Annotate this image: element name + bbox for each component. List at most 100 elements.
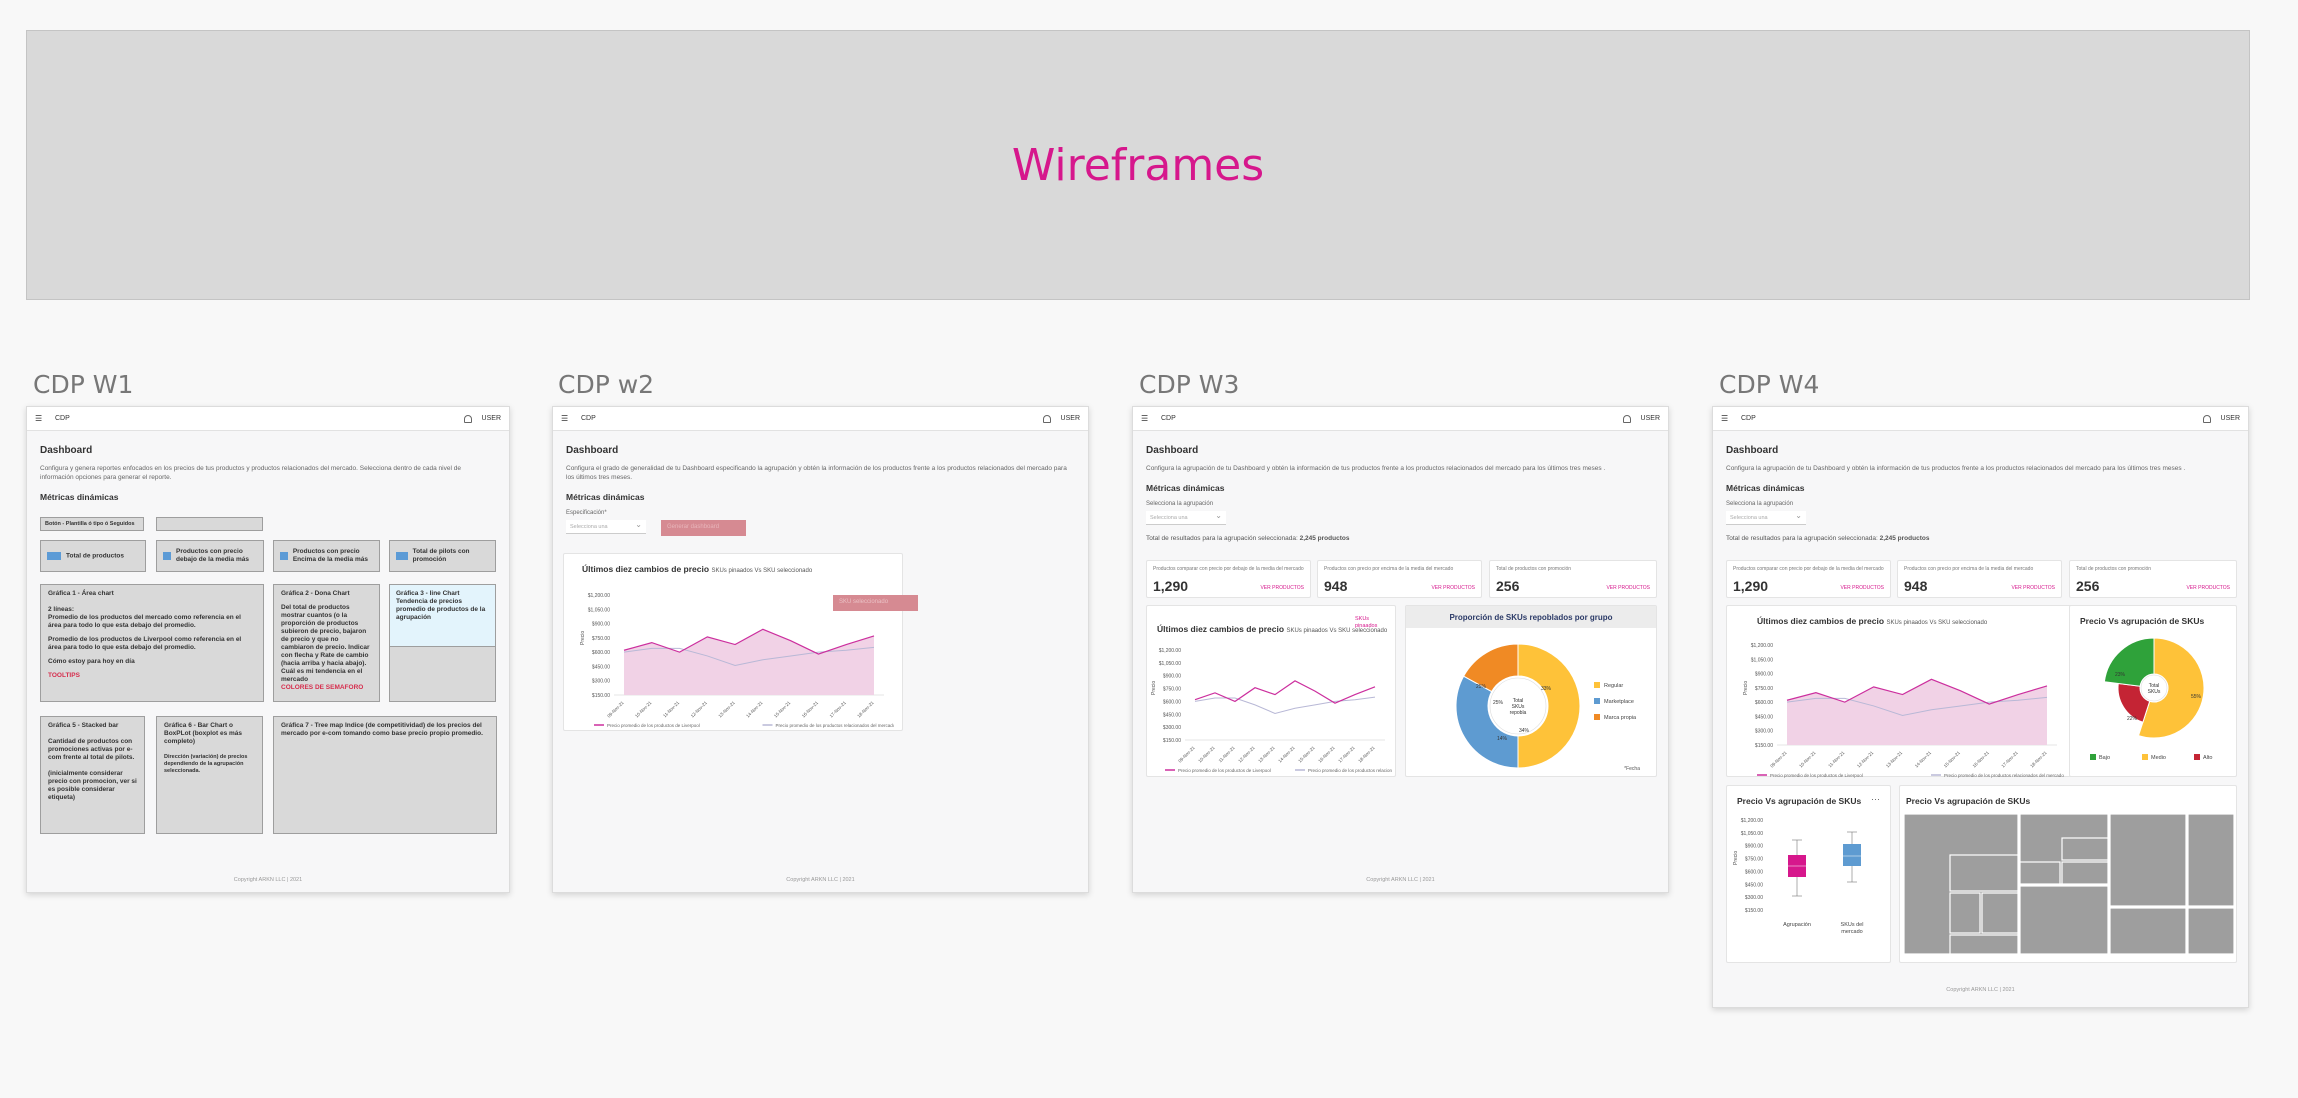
x-tick-label: 10-Nov-21 xyxy=(1197,745,1216,764)
slice-label: 33% xyxy=(1541,686,1552,692)
top-bar: ☰ CDP USER xyxy=(1713,407,2248,431)
group-label: Selecciona la agrupación xyxy=(1726,501,1794,507)
page-description: Configura el grado de generalidad de tu … xyxy=(566,465,1067,481)
legend-market: Precio promedio de los productos relacio… xyxy=(1308,768,1392,773)
top-bar: ☰ CDP USER xyxy=(1133,407,1668,431)
group-select[interactable]: Selecciona una xyxy=(1146,511,1226,525)
graph-text: 2 líneas: xyxy=(48,606,75,613)
tree-map xyxy=(1903,813,2235,955)
chart-title: Últimos diez cambios de precio SKUs pina… xyxy=(564,554,902,574)
spec-label: Especificación* xyxy=(566,510,607,516)
y-tick-label: $600.00 xyxy=(592,650,610,656)
kpi-label: Total de productos xyxy=(66,552,125,560)
frame-title-w3: CDP W3 xyxy=(1139,370,1240,399)
price-changes-card: Últimos diez cambios de precio SKUs pina… xyxy=(1146,605,1396,777)
kpi-card-promo: Total de productos con promoción 256 VER P… xyxy=(2069,560,2237,598)
chart-subtitle: SKUs pinaados Vs SKU seleccionado xyxy=(711,568,813,574)
x-tick-label: 18-Nov-21 xyxy=(1357,745,1376,764)
tag-icon xyxy=(163,552,171,560)
user-menu[interactable]: USER xyxy=(1640,415,1660,422)
frame-w1: ☰ CDP USER Dashboard Configura y genera … xyxy=(26,406,510,893)
donut-hole xyxy=(1489,677,1547,735)
x-tick-label: 17-Nov-21 xyxy=(1337,745,1356,764)
x-tick-label: 17-Nov-21 xyxy=(2000,750,2019,769)
view-products-link[interactable]: VER PRODUCTOS xyxy=(2011,585,2055,591)
legend-swatch xyxy=(2090,754,2096,760)
y-tick-label: $900.00 xyxy=(592,622,610,628)
kpi-card-promo: Total de productos con promoción 256 VER P… xyxy=(1489,560,1657,598)
user-menu[interactable]: USER xyxy=(481,415,501,422)
y-tick-label: $1,050.00 xyxy=(588,607,610,613)
treemap-cell xyxy=(2109,813,2187,907)
graph-3-box: Gráfica 3 - line Chart Tendencia de prec… xyxy=(389,584,496,702)
y-tick-label: $450.00 xyxy=(1163,712,1181,718)
y-tick-label: $150.00 xyxy=(1163,738,1181,744)
chart-title: Últimos diez cambios de precio SKUs pina… xyxy=(1147,606,1395,634)
user-menu[interactable]: USER xyxy=(1060,415,1080,422)
kpi-card-above: Productos con precio por encima de la me… xyxy=(1897,560,2062,598)
bell-icon[interactable] xyxy=(1622,414,1631,423)
market-series-line xyxy=(1194,696,1376,714)
menu-icon[interactable]: ☰ xyxy=(35,414,43,423)
graph-title: Gráfica 5 - Stacked bar xyxy=(48,722,119,729)
view-products-link[interactable]: VER PRODUCTOS xyxy=(1431,585,1475,591)
frame-w3: ☰ CDP USER Dashboard Configura la agrupa… xyxy=(1132,406,1669,893)
results-summary: Total de resultados para la agrupación s… xyxy=(1726,535,2235,542)
graph-text: Tendencia de precios promedio de product… xyxy=(396,598,486,621)
y-tick-label: $300.00 xyxy=(592,679,610,685)
legend-market: Precio promedio de los productos relacio… xyxy=(776,723,895,728)
y-tick-label: $1,050.00 xyxy=(1159,661,1181,667)
spec-select[interactable]: Selecciona una xyxy=(566,520,646,534)
donut-slice xyxy=(1462,643,1519,693)
graph-title: Gráfica 6 - Bar Chart o BoxPLot (boxplot… xyxy=(164,722,243,745)
user-menu[interactable]: USER xyxy=(2220,415,2240,422)
sku-tag[interactable]: SKUs pinaados xyxy=(1355,616,1378,629)
x-tick-label: 12-Nov-21 xyxy=(1237,745,1256,764)
donut-hole xyxy=(2140,674,2168,702)
view-products-link[interactable]: VER PRODUCTOS xyxy=(2186,585,2230,591)
menu-icon[interactable]: ☰ xyxy=(1721,414,1729,423)
x-tick-label: 11-Nov-21 xyxy=(1827,750,1846,769)
graph-text: Del total de productos mostrar cuantos (… xyxy=(281,604,370,683)
results-summary: Total de resultados para la agrupación s… xyxy=(1146,535,1655,542)
top-bar: ☰ CDP USER xyxy=(27,407,509,431)
treemap-cell xyxy=(2109,907,2187,955)
menu-icon[interactable]: ☰ xyxy=(561,414,569,423)
graph-title: Gráfica 3 - line Chart xyxy=(396,590,460,597)
y-tick-label: $450.00 xyxy=(1755,714,1773,720)
more-icon[interactable]: ··· xyxy=(1871,794,1880,804)
metrics-title: Métricas dinámicas xyxy=(40,492,119,502)
template-button[interactable]: Botón - Plantilla ó tipo ó Seguidos xyxy=(40,517,144,531)
tooltip-note: TOOLTIPS xyxy=(48,672,80,679)
proportion-card: Proporción de SKUs repoblados por grupo … xyxy=(1405,605,1657,777)
legend-label: Alto xyxy=(2203,755,2212,761)
kpi-title: Productos comparar con precio por debajo… xyxy=(1733,566,1884,572)
area-chart: $1,200.00 $1,050.00 $900.00 $750.00 $600.00 $… xyxy=(580,593,895,728)
graph-5-box: Gráfica 5 - Stacked bar Cantidad de prod… xyxy=(40,716,145,834)
bell-icon[interactable] xyxy=(463,414,472,423)
graph-text: Promedio de los productos del mercado co… xyxy=(48,614,241,629)
kpi-title: Productos con precio por encima de la me… xyxy=(1324,566,1454,572)
menu-icon[interactable]: ☰ xyxy=(1141,414,1149,423)
price-changes-card: Últimos diez cambios de precio SKUs pina… xyxy=(563,553,903,731)
treemap-cell xyxy=(2019,861,2061,885)
graph-text: Promedio de los productos de Liverpool c… xyxy=(48,636,242,651)
group-select[interactable]: Selecciona una xyxy=(1726,511,1806,525)
generate-button[interactable]: Generar dashboard xyxy=(661,520,746,536)
boxplot-card: Precio Vs agrupación de SKUs ··· $1,200.… xyxy=(1726,785,1891,963)
app-name: CDP xyxy=(1161,415,1176,422)
box-plot: $1,200.00 $1,050.00 $900.00 $750.00 $600.00 $… xyxy=(1733,818,1863,935)
sku-selected-tooltip: SKU seleccionado xyxy=(833,595,918,611)
view-products-link[interactable]: VER PRODUCTOS xyxy=(1260,585,1304,591)
view-products-link[interactable]: VER PRODUCTOS xyxy=(1840,585,1884,591)
view-products-link[interactable]: VER PRODUCTOS xyxy=(1606,585,1650,591)
graph-6-box: Gráfica 6 - Bar Chart o BoxPLot (boxplot… xyxy=(156,716,263,834)
page-title: Dashboard xyxy=(566,445,619,456)
legend-client: Precio promedio de los productos de Live… xyxy=(1770,773,1863,778)
bell-icon[interactable] xyxy=(2202,414,2211,423)
page-description: Configura la agrupación de tu Dashboard … xyxy=(1726,465,2186,472)
bell-icon[interactable] xyxy=(1042,414,1051,423)
kpi-box-4: Total de pilots con promoción xyxy=(389,540,496,572)
page-description: Configura y genera reportes enfocados en… xyxy=(40,465,461,481)
kpi-title: Total de productos con promoción xyxy=(2076,566,2152,572)
